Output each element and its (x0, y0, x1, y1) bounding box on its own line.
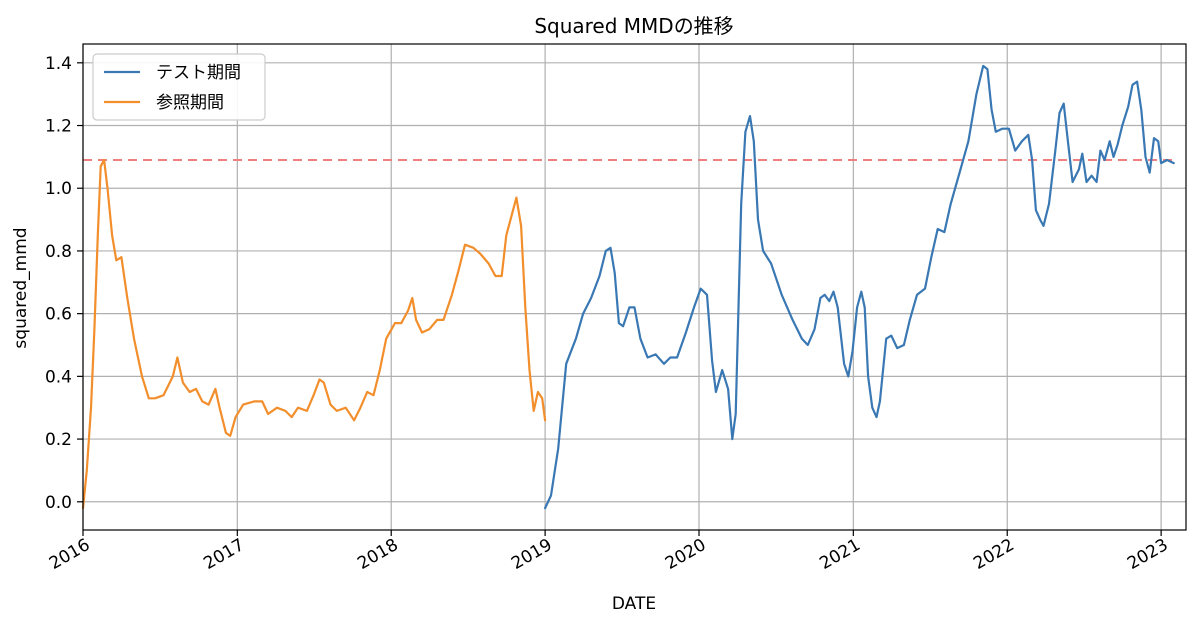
y-tick-label: 1.2 (45, 117, 72, 137)
legend-label: 参照期間 (156, 93, 224, 113)
x-tick-label: 2016 (46, 535, 93, 574)
legend-box (92, 53, 266, 121)
y-axis-label: squared_mmd (11, 227, 31, 348)
tick-marks (77, 62, 1162, 536)
y-tick-label: 1.4 (45, 54, 72, 74)
series-line-1 (81, 158, 547, 510)
y-tick-label: 0.2 (45, 430, 72, 450)
grid (82, 44, 1186, 530)
x-axis-label: DATE (612, 594, 656, 614)
x-tick-labels: 2016 2017 2018 2019 2020 2021 2022 2023 (46, 535, 1172, 574)
x-tick-label: 2021 (816, 535, 863, 574)
x-tick-label: 2022 (970, 535, 1017, 574)
y-tick-labels: 0.0 0.2 0.4 0.6 0.8 1.0 1.2 1.4 (45, 54, 72, 513)
x-tick-label: 2018 (354, 535, 401, 574)
series-lines (81, 64, 1175, 510)
y-tick-label: 0.0 (45, 493, 72, 513)
x-tick-label: 2023 (1124, 535, 1171, 574)
x-tick-label: 2019 (508, 535, 555, 574)
x-tick-label: 2017 (200, 535, 247, 574)
y-tick-label: 0.8 (45, 242, 72, 262)
legend-label: テスト期間 (156, 63, 241, 83)
x-tick-label: 2020 (662, 535, 709, 574)
y-tick-label: 1.0 (45, 179, 72, 199)
chart-title: Squared MMDの推移 (534, 14, 733, 38)
y-tick-label: 0.6 (45, 305, 72, 325)
y-tick-label: 0.4 (45, 367, 72, 387)
series-line-0 (544, 64, 1175, 510)
plot-frame (82, 43, 1187, 531)
